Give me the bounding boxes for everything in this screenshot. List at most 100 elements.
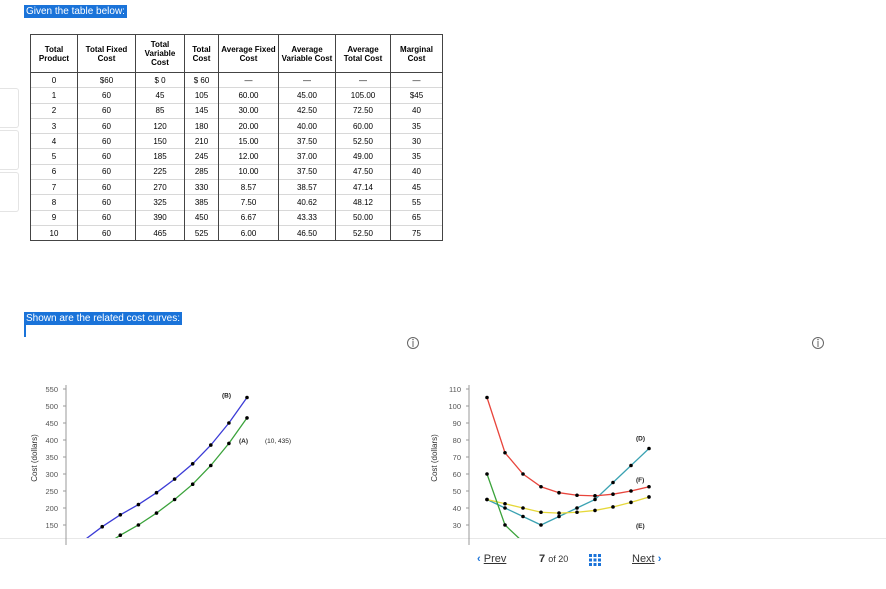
data-point [503,523,507,527]
y-tick-label: 70 [453,453,461,462]
data-point [154,490,159,495]
data-point [575,510,579,515]
info-icon[interactable] [407,337,419,349]
table-row: 8 60 325 385 7.50 40.62 48.12 55 [30,194,443,211]
side-tab[interactable] [0,172,19,212]
y-tick-label: 550 [45,385,58,394]
data-point [190,482,195,487]
curve [486,496,650,514]
table-cell: 55 [390,194,443,211]
info-icon[interactable] [812,337,824,349]
prev-button[interactable]: ‹ Prev [477,553,507,565]
table-cell: 40 [390,102,443,119]
data-point [485,472,489,476]
table-row: 2 60 85 145 30.00 42.50 72.50 40 [30,102,443,119]
y-tick-label: 200 [45,504,58,513]
curve-label: (E) [636,523,645,530]
data-point [629,500,633,505]
data-point [245,395,249,400]
table-row: 7 60 270 330 8.57 38.57 47.14 45 [30,179,443,195]
curve-label: (B) [222,393,231,400]
curve [114,417,248,538]
data-point [503,450,507,455]
y-tick-label: 40 [453,504,461,513]
y-tick-label: 30 [453,521,461,530]
table-cell: 52.50 [335,224,391,242]
column-header: Average Variable Cost [278,34,336,73]
data-point [118,533,123,537]
y-tick-label: 350 [45,453,58,462]
data-point [485,395,489,400]
data-point [575,506,579,510]
table-row: 1 60 45 105 60.00 45.00 105.00 $45 [30,87,443,104]
data-point [503,506,507,510]
point-annotation: (10, 435) [265,438,291,445]
data-point [539,484,543,489]
data-point [172,477,177,481]
data-point [557,490,561,495]
data-point [575,493,579,498]
data-point [227,421,231,425]
table-row: 9 60 390 450 6.67 43.33 50.00 65 [30,209,443,226]
data-point [100,524,104,529]
prev-label: Prev [483,553,507,565]
data-point [593,494,597,498]
table-cell: $45 [390,87,443,104]
y-tick-label: 250 [45,487,58,496]
table-cell: 465 [135,224,185,242]
page-indicator: 7 of 20 [539,553,568,565]
data-point [136,502,141,507]
curve [486,473,520,538]
data-point [172,497,177,502]
column-header: Total Variable Cost [135,34,185,73]
table-cell: 30 [390,133,443,149]
side-tab[interactable] [0,130,19,170]
caption-marker [24,325,26,337]
y-tick-label: 60 [453,470,461,479]
data-point [611,480,615,485]
table-cell: 35 [390,148,443,165]
data-point [557,511,561,515]
next-label: Next [632,553,655,565]
data-point [629,489,633,493]
table-cell: — [390,71,443,88]
y-tick-label: 110 [449,385,461,394]
table-row: 0 $60 $ 0 $ 60— — — — [30,71,443,88]
column-header: Marginal Cost [390,34,443,73]
table-row: 5 60 185 245 12.00 37.00 49.00 35 [30,148,443,165]
side-tab[interactable] [0,88,19,128]
data-point [118,513,123,517]
data-point [647,495,651,499]
data-point [136,523,141,527]
data-point [209,443,213,447]
curve-label: (D) [636,436,645,443]
data-point [485,497,489,502]
data-point [629,463,633,468]
data-point [593,508,597,513]
column-header: Average Total Cost [335,34,391,73]
table-cell: 65 [390,209,443,226]
next-button[interactable]: Next › [632,553,662,565]
table-cell: 35 [390,117,443,134]
grid-icon[interactable] [589,554,601,566]
data-point [245,416,249,420]
intro-text: Given the table below: [24,5,127,18]
page-total: of 20 [548,554,569,564]
plots [86,395,651,538]
y-axis-label: Cost (dollars) [30,434,39,482]
curve-label: (A) [239,438,248,445]
table-row: 10 60 465 525 6.00 46.50 52.50 75 [30,224,443,242]
table-row: 6 60 225 285 10.00 37.50 47.50 40 [30,163,443,180]
y-tick-label: 450 [45,419,58,428]
table-row: 4 60 150 210 15.00 37.50 52.50 30 [30,133,443,149]
data-point [647,484,651,489]
data-point [611,505,615,509]
data-point [593,497,597,502]
data-point [190,462,195,466]
curves-caption: Shown are the related cost curves: [24,312,182,325]
column-header: Total Fixed Cost [77,34,136,73]
curve-label: (F) [636,477,644,484]
table-cell: 10 [30,224,78,242]
y-tick-label: 150 [45,521,58,530]
